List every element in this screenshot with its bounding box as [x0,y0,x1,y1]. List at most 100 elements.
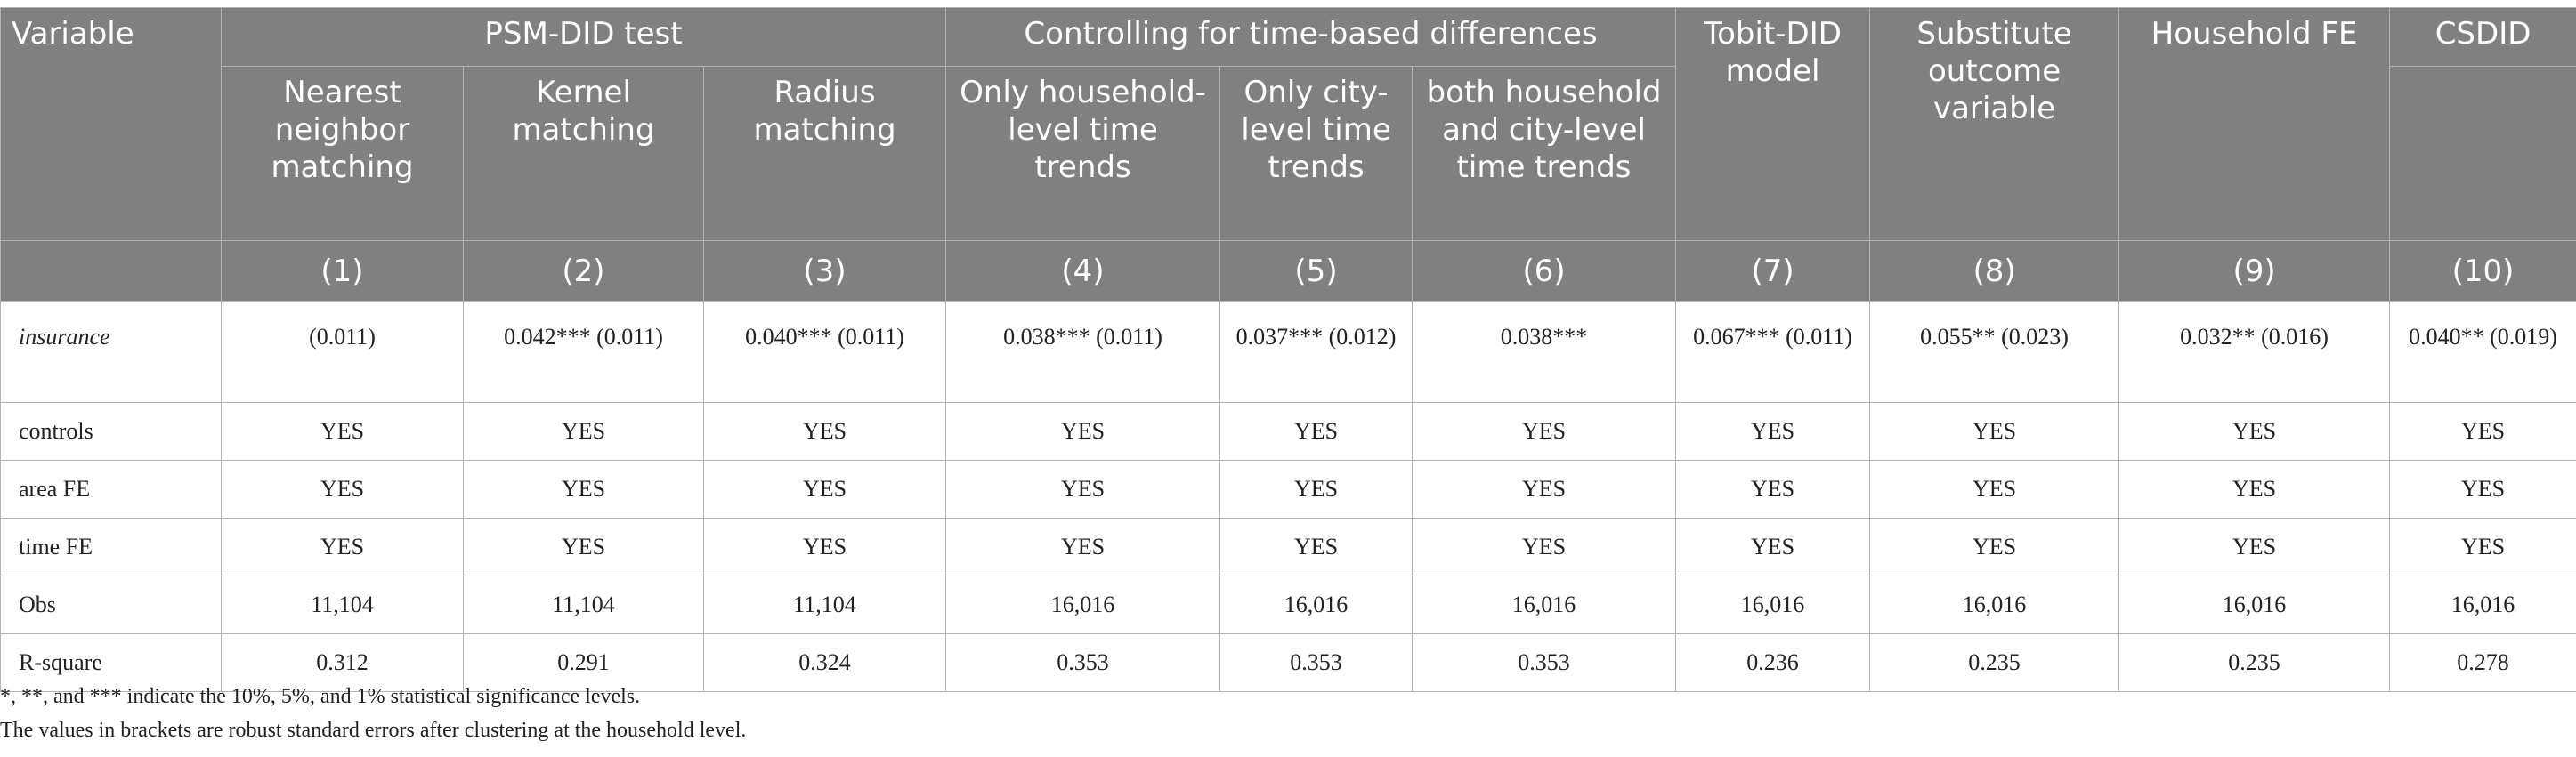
table-cell: YES [945,518,1221,576]
header-csdid: CSDID [2389,7,2576,67]
header-tobit-did: Tobit-DID model [1675,7,1871,241]
header-nearest-neighbor: Nearest neighbor matching [221,66,464,241]
table-cell: 0.236 [1675,633,1871,692]
table-cell: YES [463,402,704,461]
table-cell: 0.040*** (0.011) [702,301,947,403]
note-standard-errors: The values in brackets are robust standa… [0,719,747,742]
table-cell: YES [1675,402,1871,461]
table-cell: 16,016 [1219,576,1414,634]
table-cell: 0.038*** [1412,301,1677,403]
header-variable: Variable [0,7,222,241]
header-row-subgroups: Nearest neighbor matching Kernel matchin… [1,66,2576,241]
table-cell: YES [1219,460,1414,519]
table-cell: 0.324 [702,633,947,692]
table-cell: YES [1675,518,1871,576]
header-col-number: (2) [463,240,704,302]
table-cell: YES [1219,518,1414,576]
table-cell: YES [1869,402,2120,461]
results-table: Variable PSM-DID test Controlling for ti… [0,7,2576,692]
header-csdid-blank [2389,66,2576,241]
header-col-number: (8) [1869,240,2120,302]
table-cell: YES [2118,460,2391,519]
header-col-number: (9) [2118,240,2391,302]
header-number-blank [0,240,222,302]
table-cell: 0.042*** (0.011) [463,301,704,403]
table-cell: YES [1412,518,1677,576]
row-r-square: R-square 0.312 0.291 0.324 0.353 0.353 0… [0,633,2576,692]
table-cell: 0.353 [945,633,1221,692]
table-cell: 11,104 [702,576,947,634]
table-cell: YES [221,402,464,461]
table-cell: 16,016 [1869,576,2120,634]
table-cell: 0.291 [463,633,704,692]
table-notes: *, **, and *** indicate the 10%, 5%, and… [0,680,2576,747]
table-cell: YES [2389,402,2576,461]
table-cell: 0.038*** (0.011) [945,301,1221,403]
table-cell: YES [1219,402,1414,461]
table-cell: 11,104 [221,576,464,634]
table-cell: 0.040** (0.019) [2389,301,2576,403]
table-cell: (0.011) [221,301,464,403]
table-cell: YES [2389,460,2576,519]
header-city-trends: Only city-level time trends [1219,66,1414,241]
table-cell: YES [1412,402,1677,461]
table-cell: YES [702,518,947,576]
row-time-fe: time FE YES YES YES YES YES YES YES YES … [0,518,2576,576]
header-col-number: (5) [1219,240,1414,302]
table-cell: 0.067*** (0.011) [1675,301,1871,403]
note-significance: *, **, and *** indicate the 10%, 5%, and… [0,685,641,708]
table-cell: 0.037*** (0.012) [1219,301,1414,403]
table-cell: YES [463,518,704,576]
table-cell: 0.353 [1219,633,1414,692]
table-cell: YES [2389,518,2576,576]
table-cell: 0.278 [2389,633,2576,692]
row-label: area FE [0,460,222,519]
row-label: Obs [0,576,222,634]
row-label: time FE [0,518,222,576]
row-controls: controls YES YES YES YES YES YES YES YES… [0,402,2576,461]
table-cell: 0.235 [2118,633,2391,692]
table-cell: YES [945,460,1221,519]
table-cell: YES [221,518,464,576]
table-cell: YES [1869,460,2120,519]
header-col-number: (3) [702,240,947,302]
header-radius-matching: Radius matching [702,66,947,241]
header-col-number: (7) [1675,240,1871,302]
header-col-number: (4) [945,240,1221,302]
table-cell: YES [702,460,947,519]
table-cell: 0.032** (0.016) [2118,301,2391,403]
row-obs: Obs 11,104 11,104 11,104 16,016 16,016 1… [0,576,2576,634]
header-household-trends: Only household-level time trends [945,66,1221,241]
table-cell: 16,016 [2389,576,2576,634]
header-substitute-outcome: Substitute outcome variable [1869,7,2120,241]
header-col-number: (10) [2389,240,2576,302]
header-kernel-matching: Kernel matching [463,66,704,241]
row-label: R-square [0,633,222,692]
header-col-number: (6) [1412,240,1677,302]
header-row-numbers: (1) (2) (3) (4) (5) (6) (7) (8) (9) (10) [0,240,2576,302]
row-area-fe: area FE YES YES YES YES YES YES YES YES … [0,460,2576,519]
table-cell: 11,104 [463,576,704,634]
header-group-time-differences: Controlling for time-based differences [945,7,1677,67]
header-both-trends: both household and city-level time trend… [1412,66,1677,241]
table-cell: YES [463,460,704,519]
row-insurance: insurance (0.011) 0.042*** (0.011) 0.040… [0,301,2576,403]
table-cell: YES [2118,518,2391,576]
table-cell: YES [1675,460,1871,519]
table-cell: YES [702,402,947,461]
table-cell: 16,016 [945,576,1221,634]
header-col-number: (1) [221,240,464,302]
table-cell: 16,016 [2118,576,2391,634]
table-cell: 0.353 [1412,633,1677,692]
table-cell: 0.055** (0.023) [1869,301,2120,403]
table-cell: 16,016 [1675,576,1871,634]
table-cell: 0.235 [1869,633,2120,692]
table-cell: YES [1869,518,2120,576]
table-cell: 16,016 [1412,576,1677,634]
header-row-groups: Variable PSM-DID test Controlling for ti… [0,7,2576,241]
table-cell: YES [945,402,1221,461]
row-label: insurance [0,301,222,403]
header-household-fe: Household FE [2118,7,2391,241]
header-group-psm-did: PSM-DID test [220,7,947,67]
table-cell: YES [2118,402,2391,461]
